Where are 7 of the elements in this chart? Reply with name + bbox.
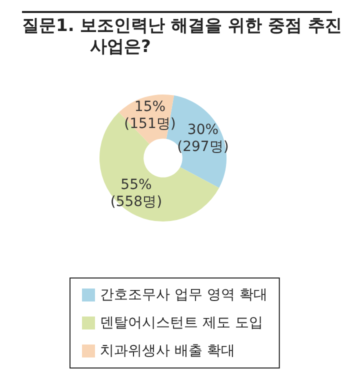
legend-label: 간호조무사 업무 영역 확대 (100, 287, 268, 303)
chart-title: 질문1. 보조인력난 해결을 위한 중점 추진 사업은? (22, 16, 342, 58)
legend-label: 덴탈어시스턴트 제도 도입 (100, 315, 263, 331)
data-label: 15% (151명) (124, 98, 176, 132)
data-label: 30% (297명) (177, 122, 229, 155)
legend-label: 치과위생사 배출 확대 (100, 343, 235, 359)
data-label: 55% (558명) (110, 177, 162, 210)
